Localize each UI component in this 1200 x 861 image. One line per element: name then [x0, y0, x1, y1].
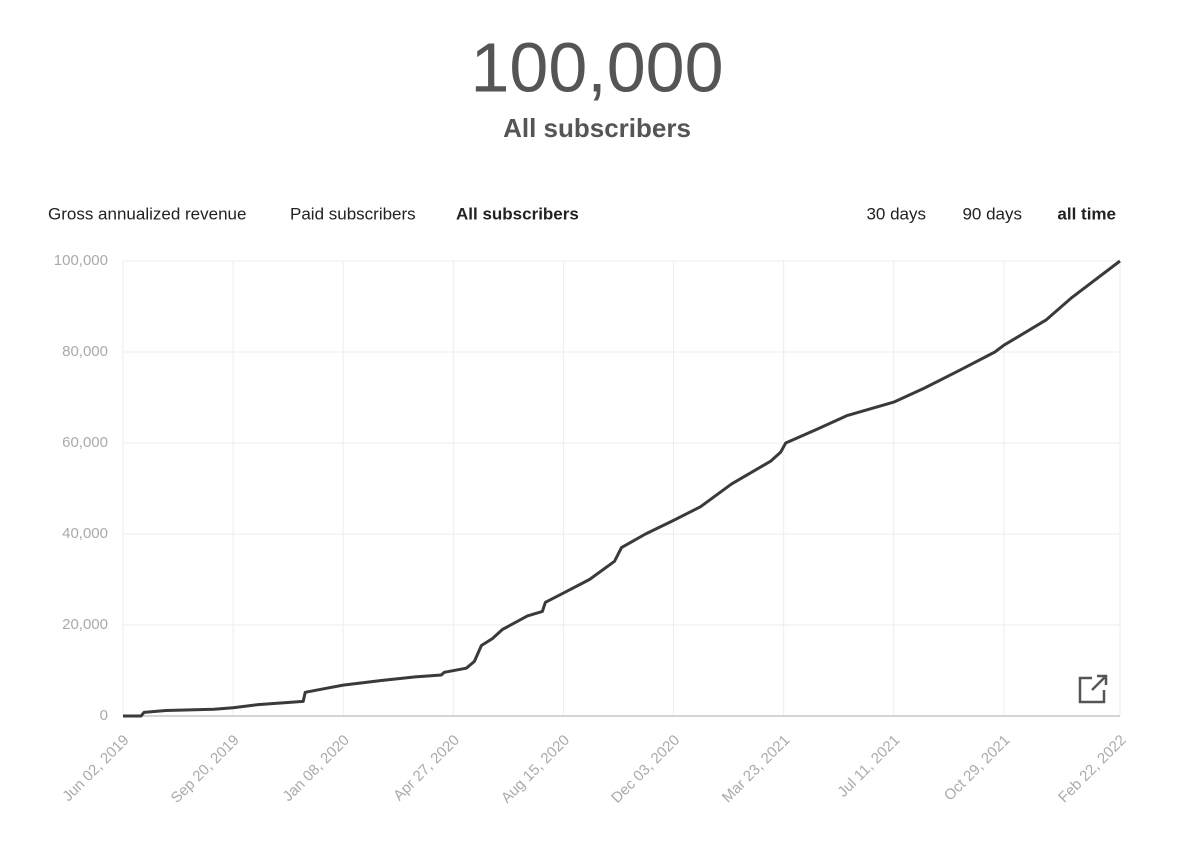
- y-tick-label: 20,000: [62, 616, 108, 633]
- x-tick-label: Dec 03, 2020: [608, 732, 683, 807]
- x-tick-label: Sep 20, 2019: [168, 732, 243, 807]
- y-tick-label: 0: [100, 707, 108, 724]
- range[interactable]: 30 days: [866, 204, 926, 223]
- x-tick-label: Apr 27, 2020: [390, 732, 463, 805]
- y-tick-label: 100,000: [54, 252, 108, 269]
- x-tick-label: Jun 02, 2019: [59, 732, 132, 805]
- x-tick-label: Feb 22, 2022: [1055, 732, 1130, 807]
- headline-label: All subscribers: [503, 113, 691, 143]
- x-tick-label: Aug 15, 2020: [498, 732, 573, 807]
- x-tick-label: Mar 23, 2021: [719, 732, 794, 807]
- tab-active[interactable]: All subscribers: [456, 204, 579, 223]
- y-tick-label: 80,000: [62, 343, 108, 360]
- icon-arrow: [1091, 674, 1108, 691]
- tab[interactable]: Paid subscribers: [290, 204, 416, 223]
- open-icon[interactable]: [1078, 674, 1108, 704]
- x-tick-label: Jan 08, 2020: [279, 732, 352, 805]
- tab[interactable]: Gross annualized revenue: [48, 204, 246, 223]
- x-tick-label: Oct 29, 2021: [941, 732, 1014, 805]
- y-tick-label: 60,000: [62, 434, 108, 451]
- range-active[interactable]: all time: [1057, 204, 1116, 223]
- headline-count: 100,000: [470, 28, 723, 106]
- x-tick-label: Jul 11, 2021: [834, 732, 903, 801]
- icon-box: [1078, 676, 1106, 704]
- plot: 0 20,000 40,000 60,000 80,000 100,000 Jun 02, …: [54, 252, 1130, 807]
- y-tick-label: 40,000: [62, 525, 108, 542]
- series-line: [123, 259, 1121, 718]
- range[interactable]: 90 days: [962, 204, 1022, 223]
